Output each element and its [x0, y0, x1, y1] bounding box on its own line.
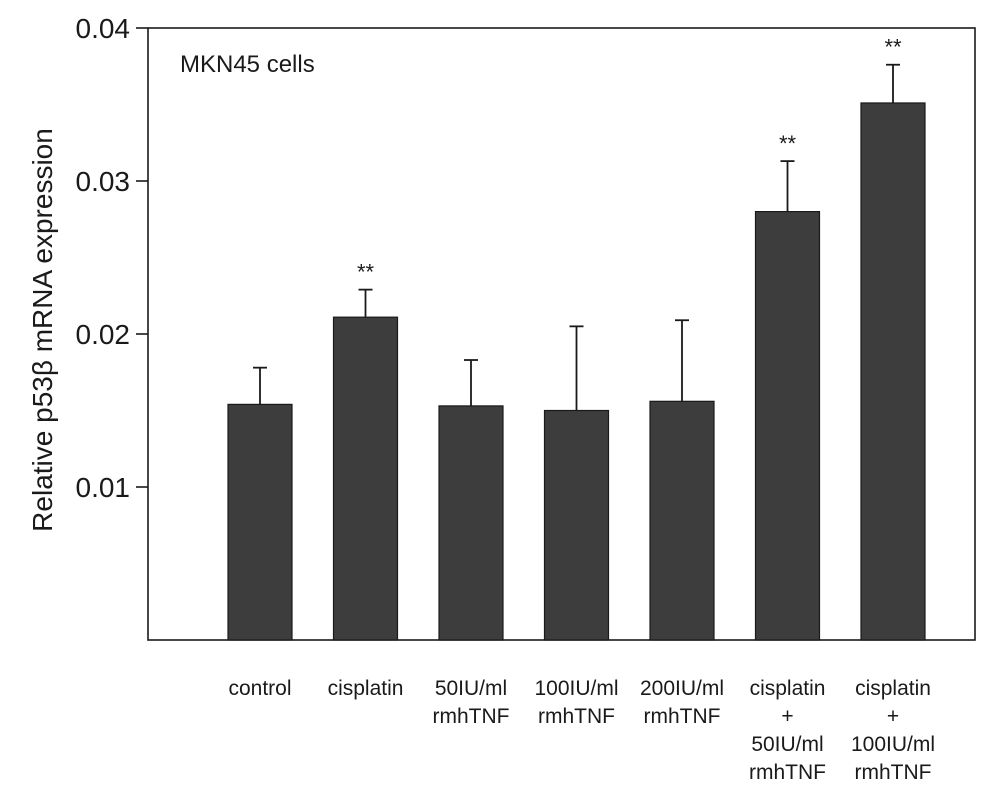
panel-title: MKN45 cells	[180, 51, 315, 78]
x-category-label: control	[228, 677, 291, 700]
x-category-label: 50IU/ml	[751, 733, 823, 756]
y-tick-label: 0.03	[76, 166, 131, 197]
y-axis-label: Relative p53β mRNA expression	[27, 128, 58, 532]
x-category-label: cisplatin	[855, 677, 931, 700]
x-category-label: rmhTNF	[749, 761, 826, 784]
x-category-label: +	[781, 705, 793, 728]
y-axis: 0.01 0.02 0.03 0.04	[76, 13, 148, 503]
bars	[227, 102, 926, 641]
x-category-label: rmhTNF	[538, 705, 615, 728]
bar	[754, 211, 821, 641]
x-category-label: rmhTNF	[855, 761, 932, 784]
x-category-label: cisplatin	[328, 677, 404, 700]
x-axis-labels: control cisplatin 50IU/ml rmhTNF 100IU/ml rmh…	[228, 677, 935, 784]
significance-marker: **	[884, 35, 902, 60]
significance-marker: **	[357, 260, 375, 285]
x-category-label: 100IU/ml	[534, 677, 618, 700]
error-bars	[253, 63, 900, 411]
x-category-label: 50IU/ml	[435, 677, 507, 700]
y-tick-label: 0.04	[76, 13, 131, 44]
bar	[649, 400, 715, 641]
bar	[227, 403, 293, 641]
bar	[860, 102, 926, 641]
bar	[543, 409, 610, 641]
x-category-label: +	[887, 705, 899, 728]
significance-markers: ** ** **	[357, 35, 902, 285]
significance-marker: **	[779, 131, 797, 156]
x-category-label: rmhTNF	[644, 705, 721, 728]
x-category-label: 100IU/ml	[851, 733, 935, 756]
x-category-label: cisplatin	[750, 677, 826, 700]
bar	[438, 405, 504, 641]
bar	[332, 316, 399, 641]
x-category-label: 200IU/ml	[640, 677, 724, 700]
y-tick-label: 0.01	[76, 472, 131, 503]
y-tick-label: 0.02	[76, 319, 131, 350]
x-category-label: rmhTNF	[433, 705, 510, 728]
